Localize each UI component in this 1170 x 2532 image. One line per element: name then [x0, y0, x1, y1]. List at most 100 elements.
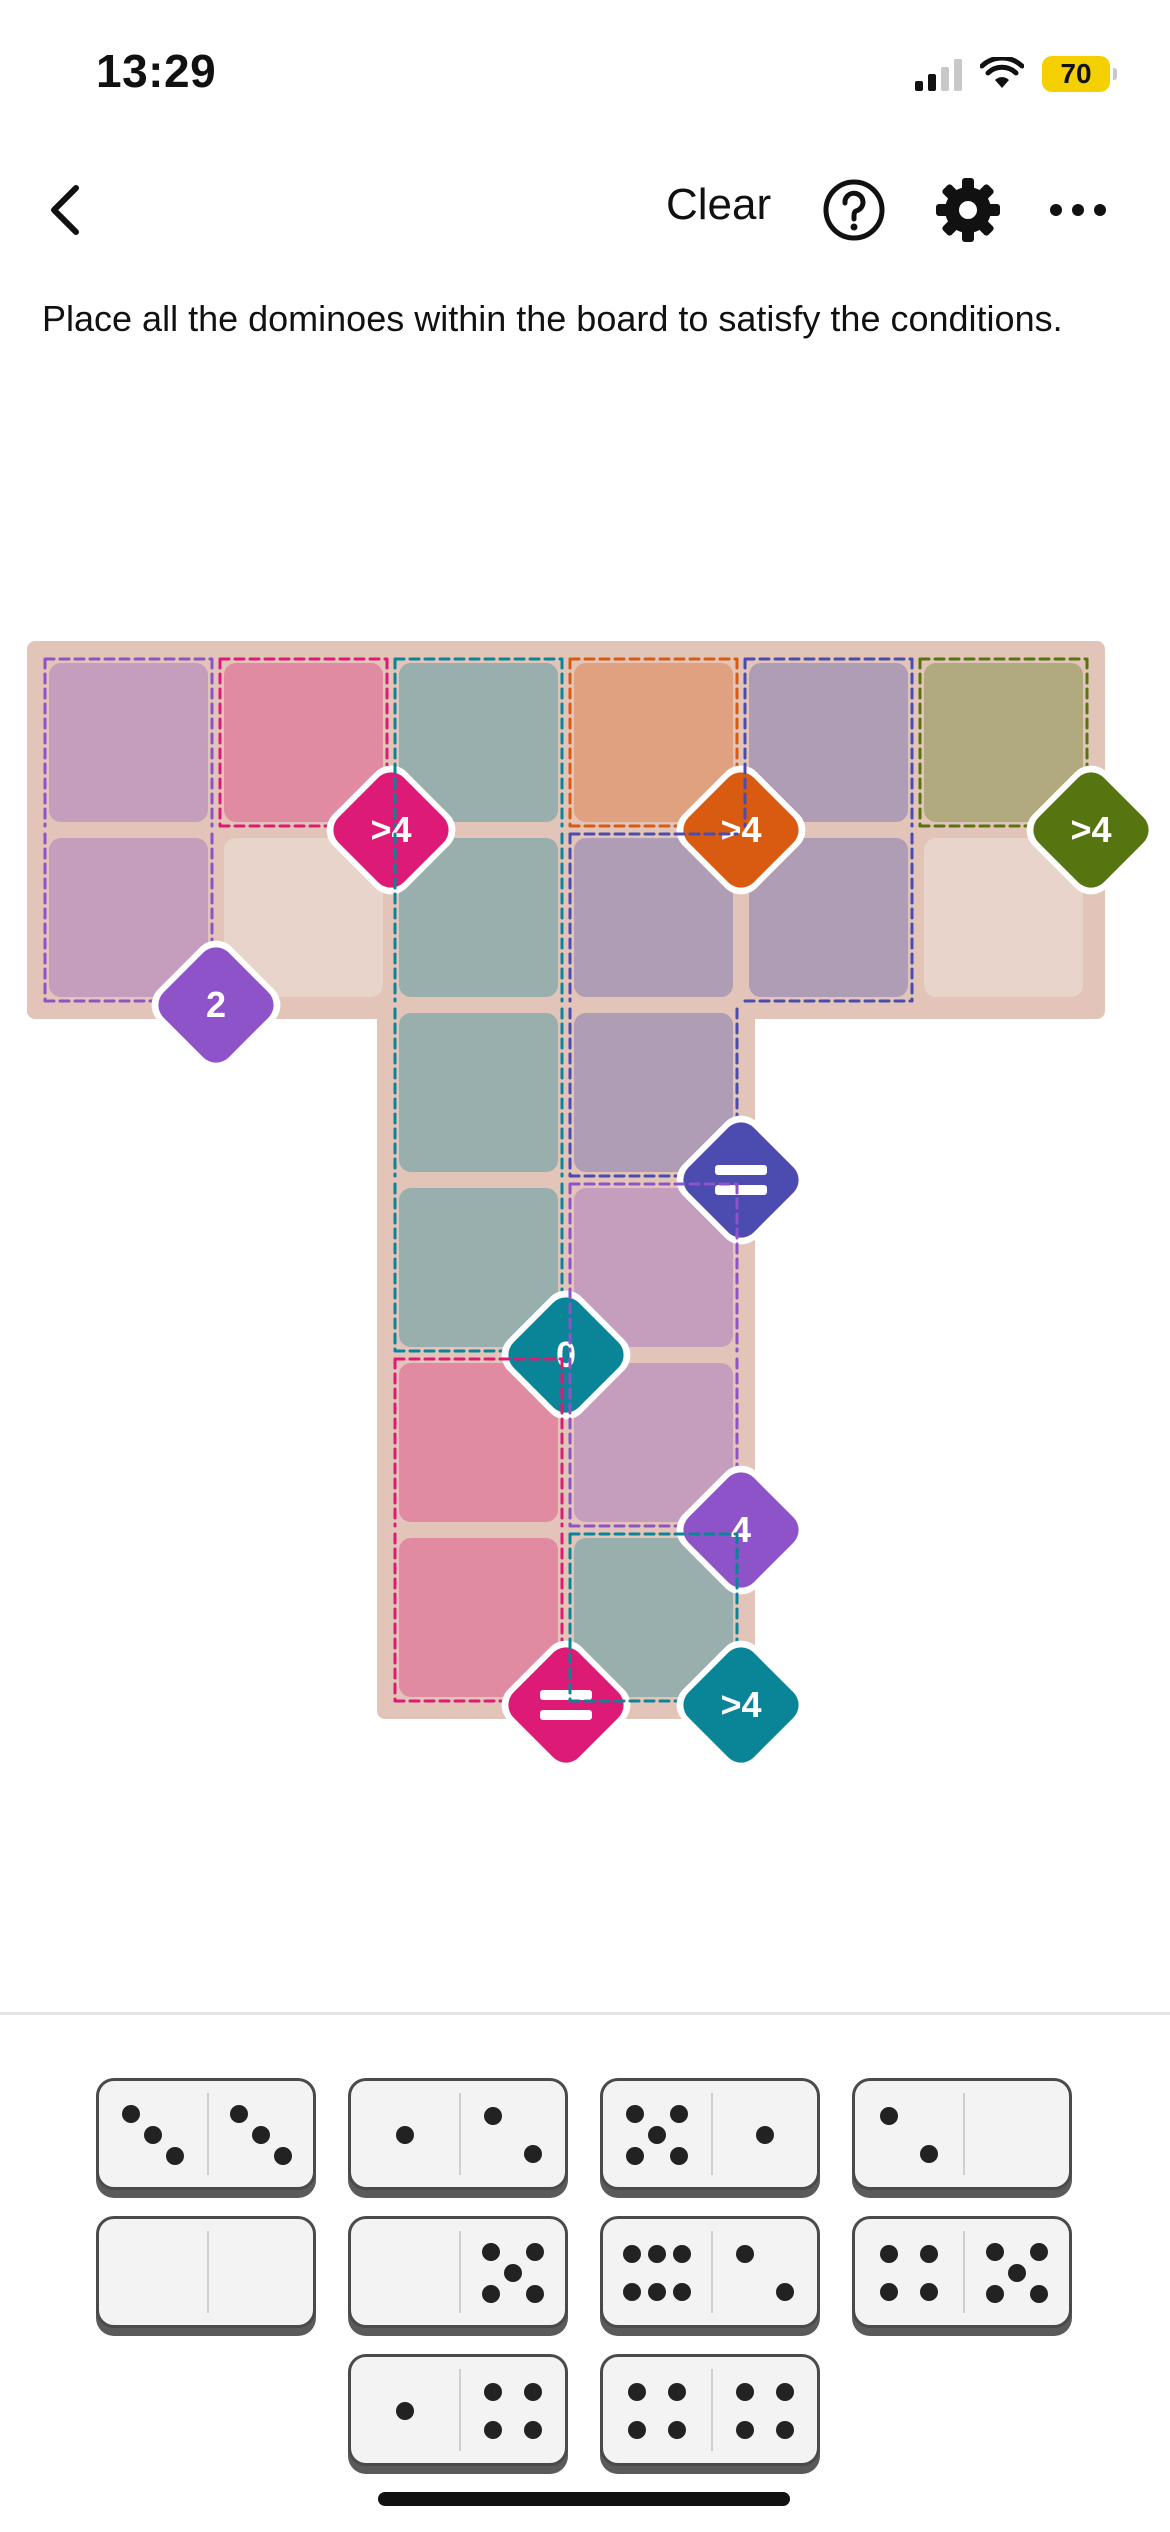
domino-pip — [524, 2421, 543, 2440]
status-time: 13:29 — [96, 45, 217, 97]
domino-pip — [668, 2382, 687, 2401]
board-cell[interactable] — [924, 838, 1083, 997]
wifi-icon — [980, 57, 1024, 88]
domino-pip — [504, 2264, 522, 2282]
settings-gear-icon[interactable] — [934, 176, 1002, 244]
board-cell[interactable] — [399, 838, 558, 997]
board-cell[interactable] — [749, 838, 908, 997]
board-cell[interactable] — [224, 663, 383, 822]
domino-pip — [879, 2283, 898, 2302]
domino-pip — [776, 2421, 795, 2440]
domino-tile[interactable] — [96, 2216, 316, 2328]
board-cell[interactable] — [399, 1013, 558, 1172]
help-icon[interactable] — [822, 178, 886, 242]
domino-divider — [207, 2231, 209, 2313]
status-icons: 70 — [915, 52, 1117, 96]
board-cell[interactable] — [574, 1363, 733, 1522]
region-condition-label: 0 — [556, 1334, 576, 1375]
clear-button[interactable]: Clear — [666, 180, 772, 229]
domino-divider — [963, 2093, 965, 2175]
board-cell[interactable] — [49, 663, 208, 822]
board-cell[interactable] — [749, 663, 908, 822]
domino-pip — [986, 2243, 1004, 2261]
board-cell[interactable] — [49, 838, 208, 997]
region-condition-label: >4 — [370, 809, 411, 850]
region-condition-badge — [501, 1640, 631, 1770]
domino-pip — [776, 2382, 795, 2401]
domino-tile[interactable] — [852, 2216, 1072, 2328]
board-cell[interactable] — [924, 663, 1083, 822]
domino-pip — [879, 2244, 898, 2263]
board-cell[interactable] — [399, 1538, 558, 1697]
domino-tile[interactable] — [96, 2078, 316, 2190]
region-outline — [43, 657, 214, 1003]
region-outline — [918, 657, 1089, 828]
domino-pip — [626, 2147, 644, 2165]
domino-pip — [396, 2402, 414, 2420]
domino-divider — [459, 2369, 461, 2451]
domino-divider — [711, 2093, 713, 2175]
domino-pip — [648, 2126, 666, 2144]
domino-tile[interactable] — [348, 2078, 568, 2190]
domino-pip — [627, 2382, 646, 2401]
domino-pip — [668, 2421, 687, 2440]
domino-pip — [920, 2145, 939, 2164]
domino-pip — [1030, 2285, 1048, 2303]
board-cell[interactable] — [399, 663, 558, 822]
domino-pip — [623, 2244, 642, 2263]
domino-tile[interactable] — [600, 2216, 820, 2328]
tray-divider — [0, 2012, 1170, 2015]
board-cell[interactable] — [224, 838, 383, 997]
region-condition-badge — [676, 1115, 806, 1245]
domino-pip — [1030, 2243, 1048, 2261]
domino-tile[interactable] — [348, 2354, 568, 2466]
region-condition-label: >4 — [1070, 809, 1111, 850]
puzzle-board[interactable]: 2 >4 >4 >4 0 4 >4 — [0, 640, 1170, 1810]
region-outline — [393, 657, 564, 1353]
battery-icon: 70 — [1042, 56, 1117, 92]
domino-divider — [207, 2093, 209, 2175]
domino-pip — [526, 2243, 544, 2261]
battery-level: 70 — [1060, 58, 1092, 89]
board-cell[interactable] — [574, 1538, 733, 1697]
region-condition-badge: >4 — [676, 1640, 806, 1770]
domino-pip — [524, 2145, 543, 2164]
domino-tile[interactable] — [600, 2078, 820, 2190]
domino-pip — [735, 2244, 754, 2263]
more-options-icon[interactable] — [1046, 192, 1110, 228]
domino-pip — [483, 2421, 502, 2440]
domino-tile[interactable] — [600, 2354, 820, 2466]
domino-pip — [920, 2244, 939, 2263]
board-cell[interactable] — [574, 1013, 733, 1172]
domino-tile[interactable] — [348, 2216, 568, 2328]
region-outline — [393, 1357, 564, 1703]
board-cell[interactable] — [574, 663, 733, 822]
board-cell[interactable] — [399, 1363, 558, 1522]
cellular-signal-icon — [915, 57, 962, 91]
back-arrow-icon[interactable] — [40, 180, 100, 240]
region-condition-badge: 4 — [676, 1465, 806, 1595]
region-outline — [218, 657, 389, 828]
region-condition-label: >4 — [720, 809, 761, 850]
domino-pip — [524, 2382, 543, 2401]
instructions-text: Place all the dominoes within the board … — [42, 298, 1063, 339]
region-outline — [568, 1532, 739, 1703]
region-condition-label: 2 — [206, 984, 226, 1025]
board-cell[interactable] — [574, 1188, 733, 1347]
region-condition-label: 4 — [731, 1509, 751, 1550]
domino-tile[interactable] — [852, 2078, 1072, 2190]
domino-pip — [879, 2106, 898, 2125]
domino-pip — [483, 2106, 502, 2125]
board-cell[interactable] — [574, 838, 733, 997]
region-condition-badge: >4 — [1026, 765, 1156, 895]
domino-pip — [986, 2285, 1004, 2303]
domino-pip — [648, 2244, 666, 2263]
domino-pip — [274, 2147, 292, 2165]
domino-pip — [1008, 2264, 1026, 2282]
domino-pip — [526, 2285, 544, 2303]
region-outline — [568, 657, 739, 828]
home-indicator — [378, 2492, 790, 2506]
domino-pip — [122, 2105, 140, 2123]
domino-divider — [963, 2231, 965, 2313]
board-cell[interactable] — [399, 1188, 558, 1347]
